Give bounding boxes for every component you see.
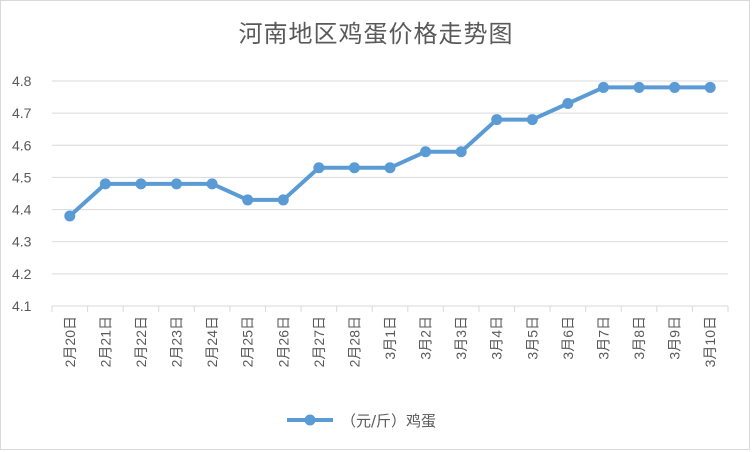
data-point [384, 162, 396, 174]
x-tick-label: 2月26日 [275, 316, 291, 367]
data-point [64, 210, 76, 222]
y-tick-label: 4.6 [12, 137, 32, 153]
x-tick-label: 2月24日 [204, 316, 220, 367]
data-point [135, 178, 147, 190]
data-point [171, 178, 183, 190]
x-tick-label: 3月6日 [560, 316, 576, 360]
data-point [420, 146, 432, 158]
data-point [562, 98, 574, 109]
data-point [455, 146, 467, 158]
x-tick-label: 3月3日 [453, 316, 469, 360]
data-point [669, 81, 681, 93]
x-axis-ticks: 2月20日 2月21日 2月22日 2月23日 2月24日 2月25日 2月26日 2月27日… [62, 316, 718, 367]
y-tick-label: 4.2 [12, 266, 32, 282]
y-tick-label: 4.1 [12, 298, 32, 314]
x-tick-label: 3月10日 [702, 316, 718, 367]
data-point [99, 178, 111, 190]
x-tick-label: 3月2日 [418, 316, 434, 360]
x-tick-label: 3月4日 [489, 316, 505, 360]
y-tick-label: 4.5 [12, 169, 32, 185]
data-point [704, 81, 716, 93]
data-point [491, 114, 503, 126]
series-line [68, 85, 711, 218]
data-point [242, 194, 254, 206]
y-tick-label: 4.8 [12, 73, 32, 89]
data-point [597, 81, 609, 93]
y-tick-label: 4.7 [12, 105, 32, 121]
data-point [206, 178, 218, 190]
x-tick-label: 2月23日 [169, 316, 185, 367]
data-point [633, 81, 645, 93]
y-axis-ticks: 4.1 4.2 4.3 4.4 4.5 4.6 4.7 4.8 [12, 73, 32, 314]
x-tick-label: 2月25日 [240, 316, 256, 367]
x-tick-label: 2月21日 [97, 316, 113, 367]
x-tick-label: 3月5日 [524, 316, 540, 360]
gridlines [51, 80, 729, 312]
legend-label: （元/斤）鸡蛋 [341, 412, 436, 430]
x-tick-label: 2月20日 [62, 316, 78, 367]
y-tick-label: 4.4 [12, 202, 32, 218]
data-point [526, 114, 538, 126]
data-point [348, 162, 360, 174]
legend-point-marker [304, 414, 316, 426]
x-tick-label: 3月9日 [667, 316, 683, 360]
x-tick-label: 3月7日 [595, 316, 611, 360]
data-point [277, 194, 289, 206]
x-tick-label: 2月27日 [311, 316, 327, 367]
series-layer [64, 81, 716, 222]
x-tick-label: 3月1日 [382, 316, 398, 360]
x-tick-label: 2月28日 [346, 316, 362, 367]
legend: （元/斤）鸡蛋 [287, 412, 436, 430]
chart-title: 河南地区鸡蛋价格走势图 [238, 20, 514, 48]
x-tick-label: 3月8日 [631, 316, 647, 360]
x-tick-label: 2月22日 [133, 316, 149, 367]
y-tick-label: 4.3 [12, 234, 32, 250]
data-point [313, 162, 325, 174]
